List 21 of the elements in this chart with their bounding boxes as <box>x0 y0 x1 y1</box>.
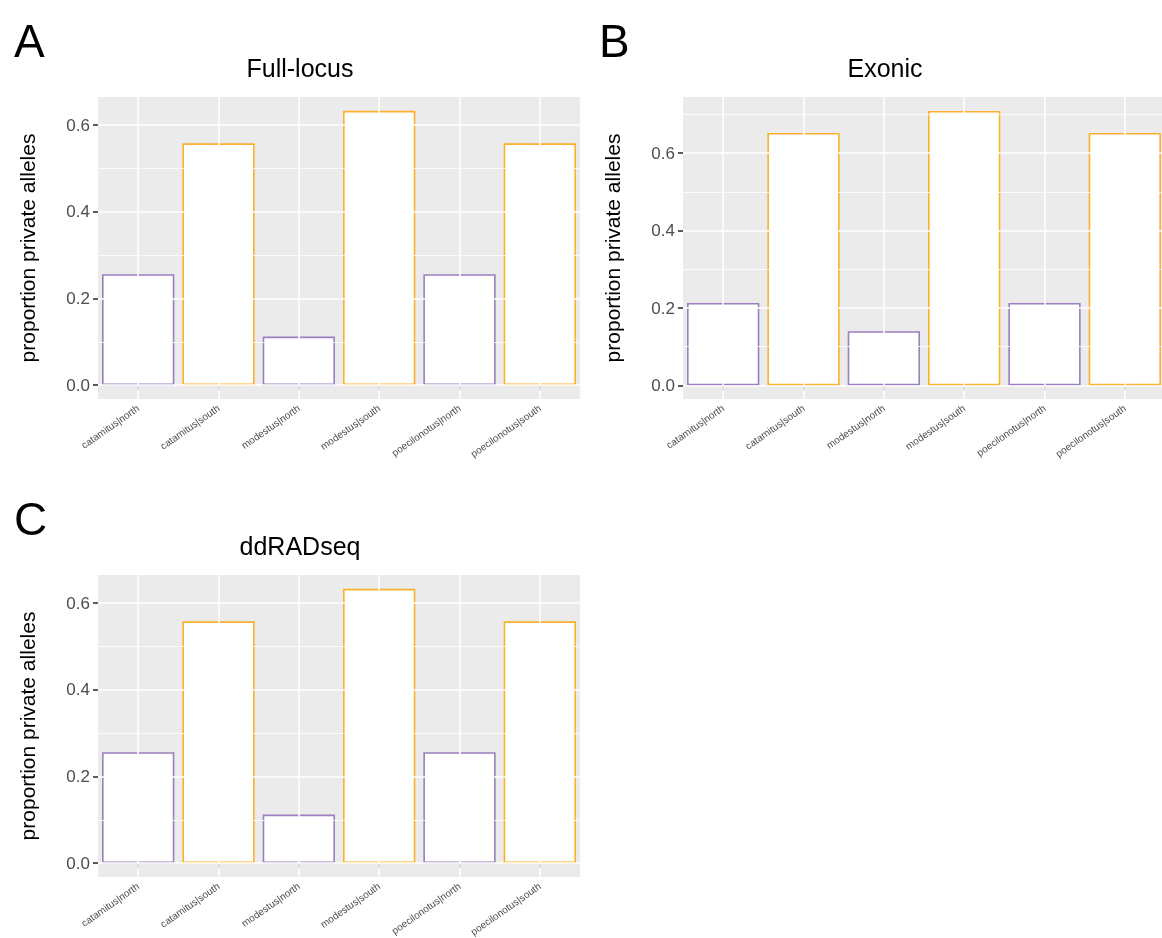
y-axis-title: proportion private alleles <box>601 133 624 363</box>
y-tick-label: 0.2 <box>66 288 90 308</box>
y-axis-title: proportion private alleles <box>16 133 39 363</box>
text: A <box>14 15 45 67</box>
y-tick-label: 0.2 <box>651 298 675 318</box>
y-tick-label: 0.6 <box>651 143 675 163</box>
y-tick-label: 0.4 <box>651 221 675 241</box>
y-tick-label: 0.0 <box>66 853 90 873</box>
chart-title: Full-locus <box>246 53 354 82</box>
y-tick-label: 0.4 <box>66 202 90 222</box>
chart-title: ddRADseq <box>239 531 361 560</box>
y-tick-label: 0.0 <box>651 375 675 395</box>
y-tick-label: 0.4 <box>66 680 90 700</box>
text: C <box>14 493 48 545</box>
y-axis-title: proportion private alleles <box>16 611 39 841</box>
y-tick-label: 0.6 <box>66 593 90 613</box>
y-tick-label: 0.6 <box>66 115 90 135</box>
y-tick-label: 0.0 <box>66 375 90 395</box>
text: B <box>599 15 630 67</box>
chart-title: Exonic <box>847 53 923 82</box>
y-tick-label: 0.2 <box>66 766 90 786</box>
